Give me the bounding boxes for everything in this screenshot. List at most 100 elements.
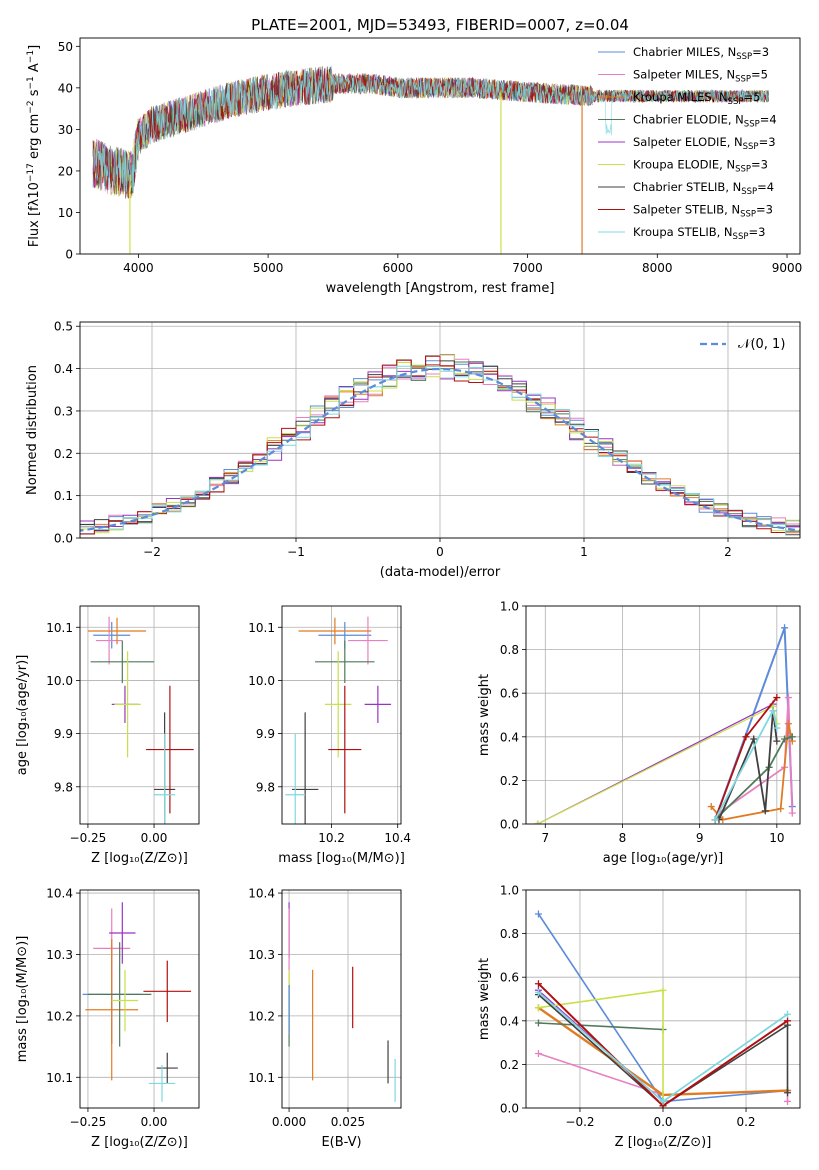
plot-area xyxy=(288,902,396,1102)
y-tick-label: 10.3 xyxy=(46,948,73,962)
y-tick-label: 0.0 xyxy=(500,818,519,832)
x-tick-label: 10.4 xyxy=(384,831,411,845)
mass-vs-ebv-plot: 0.000 0.025 10.1 10.2 10.3 10.4 E(B-V) xyxy=(248,887,402,1150)
weight-marker xyxy=(784,1089,792,1097)
weight-marker xyxy=(784,1010,792,1018)
legend-label-sub: SSP xyxy=(736,52,752,62)
x-tick-label: 0.025 xyxy=(331,1115,365,1129)
plot-area xyxy=(87,616,194,824)
y-tick-label: 9.8 xyxy=(256,780,275,794)
legend-label-text: Salpeter STELIB, N xyxy=(633,203,740,217)
y-tick-label: 50 xyxy=(58,40,73,54)
axes-frame xyxy=(79,889,200,1109)
weight-marker xyxy=(784,1017,792,1025)
figure-title: PLATE=2001, MJD=53493, FIBERID=0007, z=0… xyxy=(251,16,629,34)
x-axis-label: mass [log₁₀(M/M⊙)] xyxy=(278,851,405,866)
x-tick-label: 0.00 xyxy=(141,831,168,845)
weight-marker xyxy=(777,805,785,813)
legend-label: Salpeter ELODIE, NSSP=3 xyxy=(633,135,776,152)
legend-label-sub: SSP xyxy=(741,187,757,197)
y-tick-label: 9.9 xyxy=(256,727,275,741)
mass-vs-metallicity-plot: −0.25 0.00 10.1 10.2 10.3 10.4 Z [log₁₀(Z/Z⊙)]… xyxy=(15,887,200,1150)
y-tick-label: 0.3 xyxy=(54,404,73,418)
y-tick-label: 10.2 xyxy=(248,1009,275,1023)
y-axis-label-part: −2 xyxy=(26,100,36,113)
legend-label: Salpeter STELIB, NSSP=3 xyxy=(633,203,773,220)
weight-vs-age-plot: 7 8 9 10 0.0 0.2 0.4 0.6 0.8 1.0 age [log₁₀(age/yr… xyxy=(477,600,801,866)
legend-label-value: =3 xyxy=(751,158,768,172)
weight-marker xyxy=(742,733,750,741)
weight-marker xyxy=(781,735,789,743)
y-tick-label: 10.2 xyxy=(46,1009,73,1023)
x-tick-label: −0.2 xyxy=(565,1115,594,1129)
y-tick-label: 0 xyxy=(65,248,73,262)
weight-marker xyxy=(788,733,796,741)
y-tick-label: 10 xyxy=(58,206,73,220)
x-axis-label: age [log₁₀(age/yr)] xyxy=(603,851,724,866)
legend-label: Kroupa STELIB, NSSP=3 xyxy=(633,225,765,242)
x-tick-label: 5000 xyxy=(253,261,284,275)
legend-label-text: Salpeter MILES, N xyxy=(633,68,735,82)
weight-marker xyxy=(784,720,792,728)
y-axis-label-part: A xyxy=(27,63,42,76)
y-tick-label: 40 xyxy=(58,81,73,95)
y-axis-label-part: erg cm xyxy=(27,114,42,163)
histogram-step xyxy=(80,365,800,538)
y-tick-label: 0.2 xyxy=(500,774,519,788)
plot-area xyxy=(285,616,392,824)
y-tick-label: 0.5 xyxy=(54,320,73,334)
weight-line xyxy=(714,708,778,821)
y-tick-label: 0.8 xyxy=(500,927,519,941)
legend-label: Chabrier MILES, NSSP=3 xyxy=(633,45,769,62)
y-axis-label-part: −1 xyxy=(26,76,36,89)
legend-label-value: =4 xyxy=(757,180,774,194)
x-tick-label: 2 xyxy=(724,545,732,559)
y-tick-label: 9.9 xyxy=(54,727,73,741)
y-axis-label: mass weight xyxy=(477,674,492,756)
plot-area xyxy=(92,65,769,254)
y-axis-label: Flux [fλ10−17 erg cm−2 s−1 A−1] xyxy=(26,45,42,247)
x-tick-label: 8 xyxy=(619,831,627,845)
legend-label-value: =5 xyxy=(743,90,760,104)
legend-label-text: Kroupa STELIB, N xyxy=(633,225,733,239)
y-axis-label-part: −17 xyxy=(26,163,36,182)
axes-frame xyxy=(79,321,801,539)
x-tick-label: −0.25 xyxy=(70,831,107,845)
y-tick-label: 0.4 xyxy=(500,730,519,744)
weight-marker xyxy=(781,624,789,632)
weight-marker xyxy=(711,816,719,824)
weight-line xyxy=(537,705,778,824)
x-tick-label: 6000 xyxy=(383,261,414,275)
legend-label-text: Salpeter ELODIE, N xyxy=(633,135,743,149)
weight-vs-metallicity-plot: −0.2 0.0 0.2 0.0 0.2 0.4 0.6 0.8 1.0 Z [log₁₀(Z/Z… xyxy=(477,884,801,1150)
weight-marker xyxy=(784,1097,792,1105)
weight-marker xyxy=(761,807,769,815)
x-tick-label: 10 xyxy=(769,831,784,845)
weight-line xyxy=(537,994,789,1107)
x-tick-label: 9 xyxy=(696,831,704,845)
legend-label-sub: SSP xyxy=(743,142,759,152)
weight-marker xyxy=(659,986,667,994)
y-tick-label: 0.6 xyxy=(500,687,519,701)
x-tick-label: 7000 xyxy=(512,261,543,275)
x-tick-label: 10.2 xyxy=(318,831,345,845)
x-tick-label: −2 xyxy=(143,545,161,559)
legend-label: Chabrier STELIB, NSSP=4 xyxy=(633,180,774,197)
legend-label-text: Kroupa ELODIE, N xyxy=(633,158,735,172)
y-tick-label: 30 xyxy=(58,123,73,137)
residuals-plot: −2 −1 0 1 2 0.0 0.1 0.2 0.3 0.4 0.5 (data-model)/er… xyxy=(25,320,801,580)
legend-label-text: Chabrier ELODIE, N xyxy=(633,113,744,127)
legend-label-value: =4 xyxy=(760,113,777,127)
y-tick-label: 1.0 xyxy=(500,600,519,614)
y-tick-label: 10.4 xyxy=(248,887,275,901)
legend-label: Salpeter MILES, NSSP=5 xyxy=(633,68,768,85)
weight-marker xyxy=(788,809,796,817)
y-tick-label: 10.3 xyxy=(248,948,275,962)
y-axis-label: mass weight xyxy=(477,958,492,1040)
y-tick-label: 0.0 xyxy=(500,1102,519,1116)
weight-marker xyxy=(534,1050,542,1057)
legend-label-value: =5 xyxy=(751,68,768,82)
plot-area xyxy=(82,902,192,1102)
x-tick-label: −0.25 xyxy=(70,1115,107,1129)
